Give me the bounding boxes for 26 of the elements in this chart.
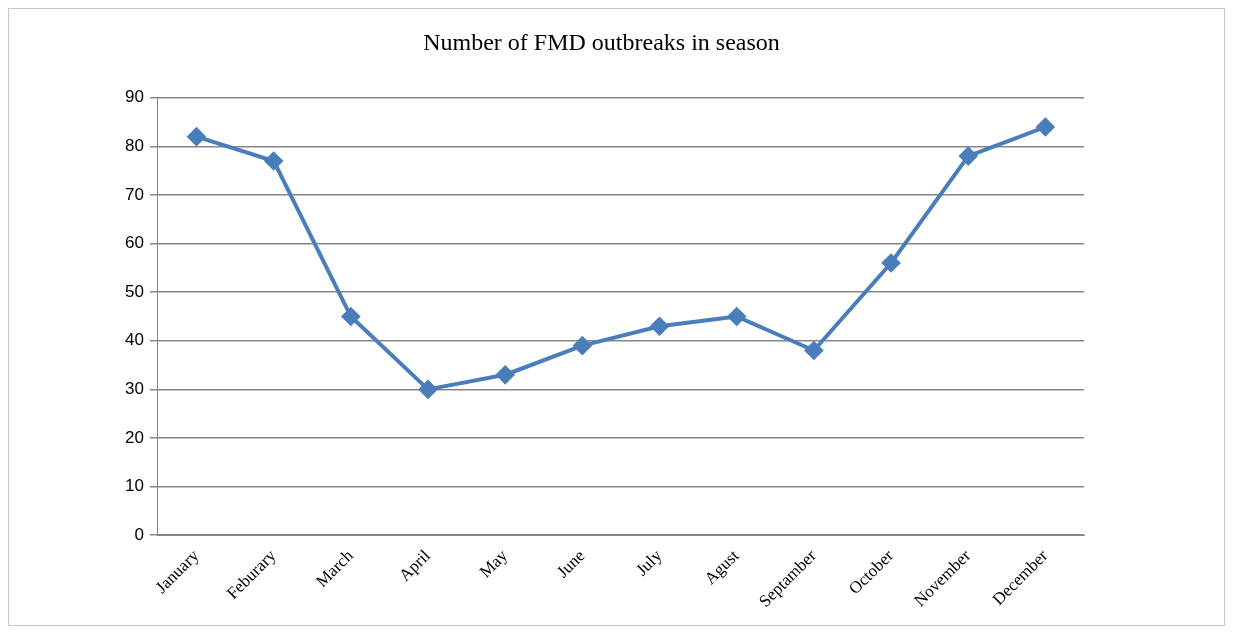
point xyxy=(187,127,206,146)
point xyxy=(419,380,438,399)
point xyxy=(882,254,901,273)
x-tick-label: July xyxy=(632,545,666,580)
point xyxy=(1036,117,1055,136)
point xyxy=(573,336,592,355)
y-tick-label: 0 xyxy=(134,524,144,544)
chart-title: Number of FMD outbreaks in season xyxy=(423,28,780,55)
y-tick-label: 70 xyxy=(124,184,144,204)
y-tick-label: 10 xyxy=(124,476,144,496)
y-tick-label: 50 xyxy=(124,281,144,301)
x-tick-label: May xyxy=(475,545,512,582)
y-tick-label: 40 xyxy=(124,330,144,350)
y-tick-label: 30 xyxy=(124,379,144,399)
point xyxy=(264,151,283,170)
point xyxy=(341,307,360,326)
y-tick-label: 60 xyxy=(124,233,144,253)
y-tick-label: 90 xyxy=(124,87,144,107)
point xyxy=(959,147,978,166)
y-tick-label: 80 xyxy=(124,136,144,156)
y-tick-label: 20 xyxy=(124,427,144,447)
point xyxy=(727,307,746,326)
x-tick-label: June xyxy=(552,545,589,582)
point xyxy=(496,365,515,384)
point xyxy=(650,317,669,336)
point xyxy=(804,341,823,360)
